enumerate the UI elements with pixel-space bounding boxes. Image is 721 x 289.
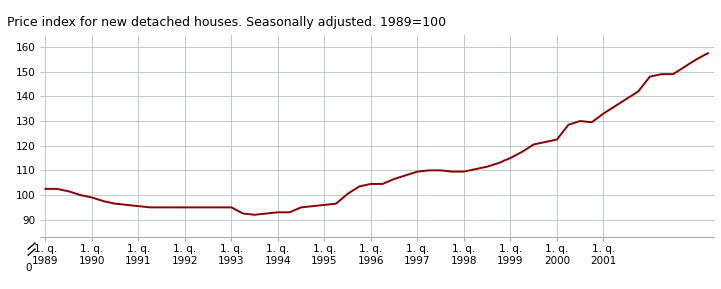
Text: 0: 0	[25, 263, 32, 273]
Text: Price index for new detached houses. Seasonally adjusted. 1989=100: Price index for new detached houses. Sea…	[7, 16, 446, 29]
